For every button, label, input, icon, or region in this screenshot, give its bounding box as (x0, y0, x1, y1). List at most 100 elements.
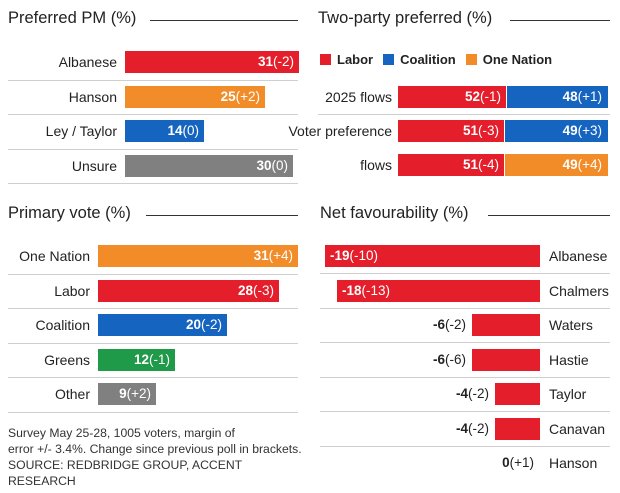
row-divider (8, 411, 298, 413)
value-label: 14(0) (167, 123, 199, 138)
value-label: 0(+1) (502, 455, 534, 470)
category-label: Hastie (549, 351, 589, 368)
value-label: 30(0) (256, 157, 288, 173)
two-party-legend: Labor Coalition One Nation (320, 52, 562, 67)
value-label: 51(-3) (462, 123, 499, 138)
bar-right (505, 154, 608, 176)
category-label: Waters (549, 317, 593, 333)
legend-swatch (465, 54, 477, 65)
category-label: Canavan (549, 420, 606, 437)
bar (125, 120, 204, 142)
two-party-title: Two-party preferred (%) (318, 9, 493, 27)
row-divider (8, 273, 298, 275)
legend-swatch (320, 54, 331, 65)
row-label: flows (360, 157, 392, 173)
title-rule (150, 20, 298, 21)
row-divider (320, 411, 610, 412)
row-divider (320, 307, 610, 309)
value-label: 9(+2) (119, 386, 151, 401)
bar (125, 85, 265, 108)
legend-label: Labor (337, 52, 374, 67)
bar (98, 383, 156, 405)
category-label: Taylor (549, 386, 587, 402)
row-divider (8, 377, 298, 378)
legend-label: One Nation (482, 52, 553, 67)
category-label: Unsure (71, 157, 117, 174)
row-label: 2025 flows (325, 89, 392, 105)
value-label: 49(+3) (562, 123, 602, 138)
bar (325, 245, 540, 267)
net-favourability-title: Net favourability (%) (320, 204, 469, 222)
value-label: 12(-1) (133, 351, 170, 367)
row-divider (8, 308, 298, 309)
value-label: 51(-4) (462, 157, 499, 172)
category-label: Chalmers (549, 282, 609, 299)
row-divider (8, 148, 298, 150)
category-label: Albanese (549, 248, 608, 264)
value-label: -4(-2) (455, 386, 489, 401)
value-label: 31(-2) (257, 54, 294, 69)
bar (337, 279, 540, 302)
bar-left (398, 120, 504, 142)
category-label: Hanson (549, 455, 598, 471)
preferred-pm-title: Preferred PM (%) (8, 9, 137, 27)
value-label: 28(-3) (237, 282, 274, 298)
bar (98, 314, 227, 336)
value-label: 31(+4) (253, 248, 293, 263)
category-label: Labor (54, 282, 90, 299)
value-label: -18(-13) (342, 282, 391, 298)
value-label: -6(-6) (432, 351, 466, 367)
value-label: -4(-2) (455, 420, 489, 436)
category-label: Coalition (35, 317, 90, 333)
bar-right (505, 120, 608, 142)
bar (125, 154, 293, 177)
row-divider (318, 114, 610, 115)
primary-vote-title: Primary vote (%) (8, 204, 131, 222)
bar (495, 383, 540, 405)
title-rule (146, 215, 298, 216)
legend-item-labor: Labor (320, 52, 373, 67)
value-label: -6(-2) (432, 317, 466, 332)
category-label: Ley / Taylor (45, 123, 117, 139)
source-line: SOURCE: REDBRIDGE GROUP, ACCENT RESEARCH (8, 458, 242, 488)
legend-item-one-nation: One Nation (465, 52, 553, 67)
bar (495, 417, 540, 440)
category-label: Hanson (68, 88, 117, 105)
bar (98, 348, 175, 371)
value-label: 52(-1) (464, 89, 501, 104)
category-label: Other (54, 386, 90, 402)
bar (98, 245, 298, 267)
value-label: 49(+4) (562, 157, 602, 172)
value-label: -19(-10) (330, 248, 379, 263)
bar (125, 51, 299, 73)
note-line-2: error +/- 3.4%. Change since previous po… (8, 442, 302, 456)
survey-note: Survey May 25-28, 1005 voters, margin of… (8, 425, 308, 489)
bar (472, 348, 540, 371)
note-line-1: Survey May 25-28, 1005 voters, margin of (8, 426, 235, 440)
row-divider (8, 342, 298, 344)
row-divider (320, 342, 610, 343)
row-label: Voter preference (288, 123, 392, 139)
value-label: 25(+2) (220, 88, 260, 104)
row-divider (8, 79, 298, 81)
bar-right (507, 86, 608, 108)
legend-label: Coalition (400, 52, 456, 67)
bar (98, 279, 279, 302)
row-divider (8, 114, 298, 115)
bar-left (398, 154, 504, 176)
title-rule (510, 20, 610, 21)
category-label: One Nation (19, 248, 90, 264)
legend-item-coalition: Coalition (383, 52, 456, 67)
row-divider (320, 445, 610, 447)
value-label: 48(+1) (562, 89, 602, 104)
bar (472, 314, 540, 336)
row-divider (320, 273, 610, 274)
legend-swatch (383, 54, 395, 65)
row-divider (320, 376, 610, 378)
value-label: 20(-2) (185, 317, 222, 332)
category-label: Greens (44, 351, 90, 368)
row-divider (8, 183, 298, 184)
bar-left (398, 86, 506, 108)
category-label: Albanese (58, 54, 117, 70)
title-rule (488, 215, 610, 216)
